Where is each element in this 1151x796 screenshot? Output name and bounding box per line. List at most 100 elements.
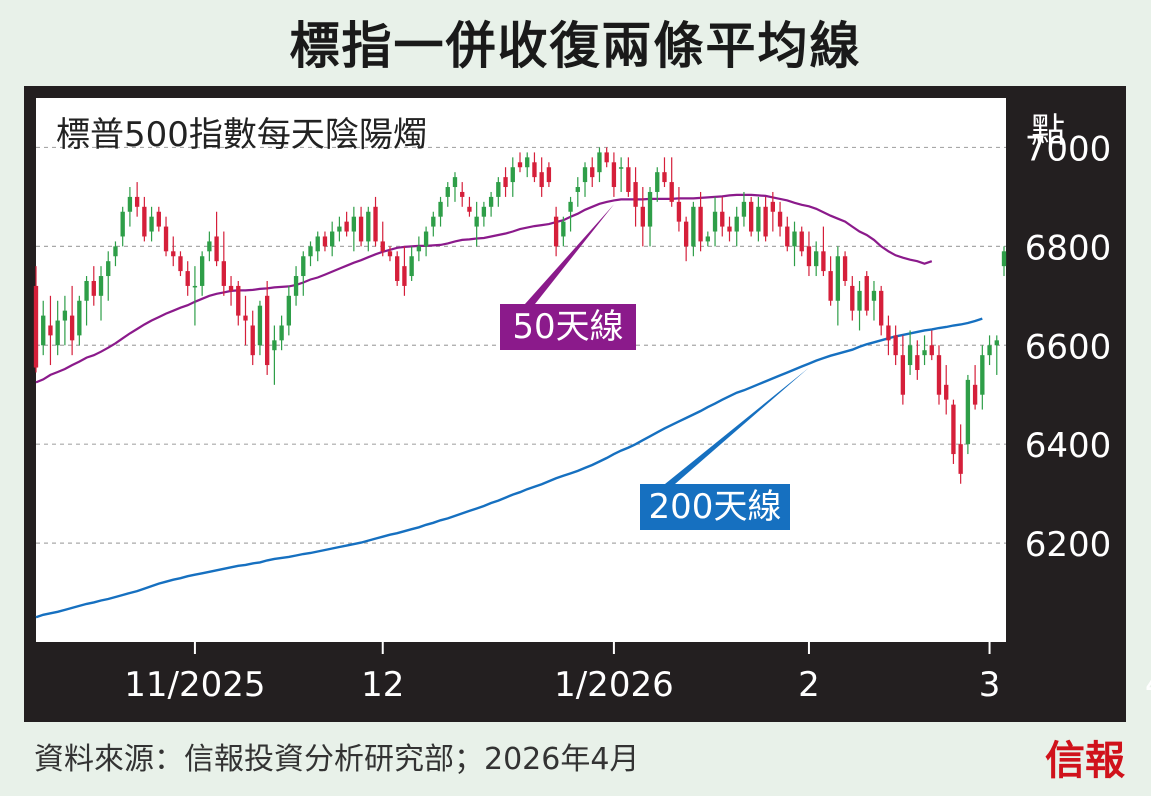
candle-up [257,305,263,346]
candle-up [330,231,335,247]
candle-down [69,315,75,341]
candle-down [626,167,631,192]
candle-up [351,216,357,232]
candle-down [553,216,559,247]
axis-layer: 6200 6400 6600 6800 7000 11/2025 12 1/2026 2 3 4 [124,129,1151,705]
callout-box [500,304,636,350]
candle-down [640,206,645,227]
candle-down [460,191,465,197]
callout-label: 50天線 [512,307,623,347]
candle-up [510,167,515,183]
y-tick-label: 7000 [1025,129,1112,169]
ma200-layer [35,317,983,619]
candle-down [850,285,855,311]
candle-up [814,251,819,267]
candle-down [134,196,140,207]
candle-up [907,345,913,366]
candle-up [127,196,133,212]
candle-down [748,201,754,232]
candle-down [676,201,682,222]
candle-down [633,182,638,207]
candle-up [857,290,862,311]
candle-up [41,315,46,346]
candle-down [929,345,934,356]
candle-down [214,236,219,262]
subtitle: 標普500指數每天陰陽燭 [56,115,427,155]
candle-down [944,384,949,400]
series-line-50天線 [35,193,933,384]
source-note: 資料來源：信報投資分析研究部；2026年4月 [34,742,640,777]
y-tick-label: 6800 [1025,228,1112,268]
candle-up [980,355,985,395]
candle-up [488,196,494,207]
candle-up [712,211,718,232]
candle-down [821,251,826,272]
callout-pointer [665,367,809,484]
candle-up [734,216,739,232]
candle-up [55,320,60,346]
candle-up [98,276,104,296]
candle-down [163,226,169,252]
y-tick-label: 6200 [1025,525,1112,565]
candle-up [582,167,588,183]
candle-down [142,206,147,237]
candle-up [705,236,710,242]
candle-up [293,276,299,296]
x-tick-label: 3 [979,665,1001,705]
candle-up [438,201,443,217]
candle-down [763,206,768,237]
candle-up [445,187,450,197]
candle-up [120,211,125,237]
candle-up [922,350,927,356]
candle-up [301,256,306,277]
candle-down [546,167,552,183]
series-line-200天線 [35,317,983,619]
candle-down [387,251,393,257]
label-layer: 50天線 200天線 [500,204,809,530]
x-tick-label: 11/2025 [124,665,265,705]
candle-down [879,290,884,326]
publisher-logo: 信報 [1045,737,1125,784]
candle-up [741,201,747,217]
candle-down [532,162,537,178]
candle-up [647,191,653,227]
callout-box [640,484,790,530]
x-tick-label: 12 [361,665,404,705]
candle-down [604,152,609,163]
candle-up [84,280,89,301]
candle-down [958,444,963,474]
candle-up [416,246,422,252]
candle-down [770,201,776,212]
candle-up [575,187,580,192]
candle-down [799,231,804,252]
candle-up [1001,251,1007,267]
candle-down [698,206,703,242]
candle-up [207,241,212,252]
candle-down [48,325,53,336]
candle-up [835,256,841,301]
candle-up [965,379,971,445]
candle-down [828,271,833,301]
candle-down [250,325,255,356]
candle-down [344,221,349,232]
candle-down [611,162,617,188]
candle-down [842,256,848,281]
candle-down [243,315,248,321]
candle-up [871,290,877,301]
candle-down [590,167,595,178]
candle-up [561,221,566,237]
candle-down [517,162,523,168]
y-tick-label: 6400 [1025,426,1112,466]
candle-down [467,206,472,212]
candle-down [91,280,96,296]
candle-up [496,182,501,197]
x-tick-label: 4 [1145,665,1151,705]
candle-up [77,300,82,336]
candle-up [431,216,436,227]
candle-down [156,211,161,227]
candle-up [62,310,68,321]
candle-up [315,236,320,252]
candle-down [33,285,39,368]
candle-up [366,211,371,242]
